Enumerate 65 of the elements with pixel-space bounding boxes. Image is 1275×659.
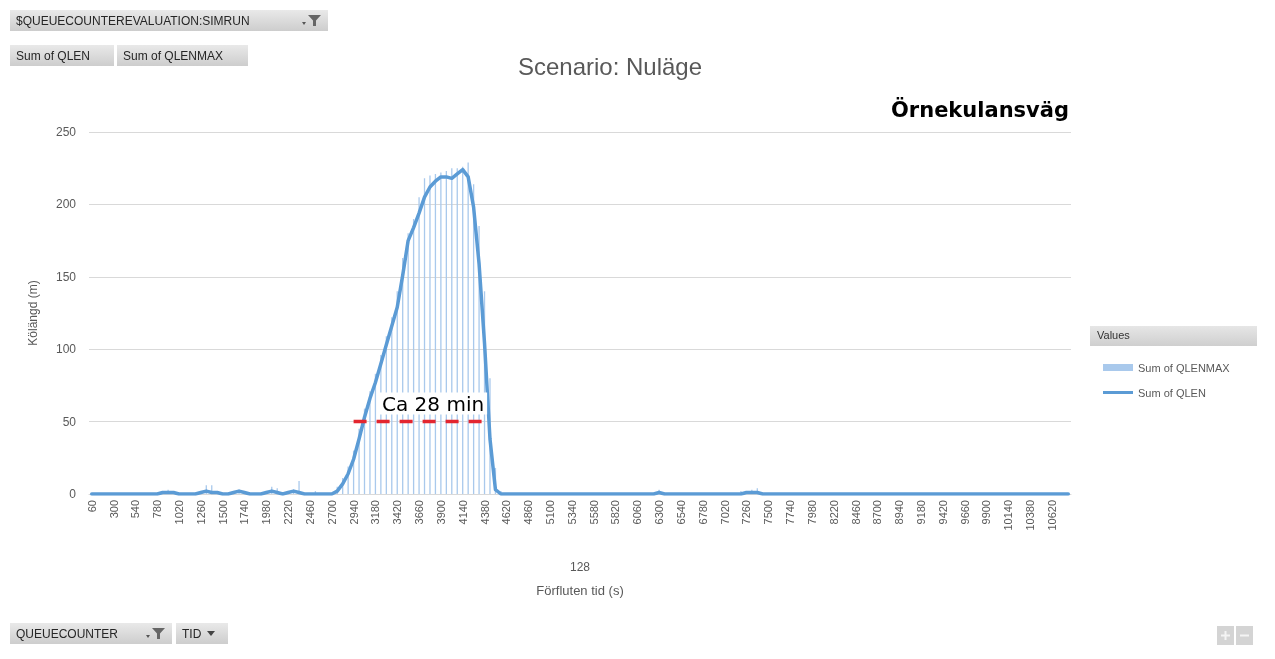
x-tick-label: 1260: [194, 500, 207, 525]
y-tick-label: 200: [55, 197, 77, 212]
x-tick-label: 5100: [543, 500, 556, 525]
x-tick-label: 2700: [325, 500, 338, 525]
x-tick-label: 3180: [369, 500, 382, 525]
x-tick-label: 7740: [784, 500, 797, 525]
x-tick-label: 540: [129, 500, 142, 519]
text: QUEUECOUNTER: [16, 626, 119, 641]
legend-title: Values: [1090, 326, 1257, 346]
x-tick-label: 1740: [238, 500, 251, 525]
x-tick-label: 300: [107, 500, 120, 519]
x-tick-label: 2220: [282, 500, 295, 525]
text: 128: [569, 560, 591, 574]
x-tick-label: 2460: [303, 500, 316, 525]
x-tick-label: 3900: [434, 500, 447, 525]
y-tick-label: 50: [62, 414, 77, 429]
x-tick-label: 7260: [740, 500, 753, 525]
text: Sum of QLENMAX: [123, 48, 224, 63]
x-tick-label: 1980: [260, 500, 273, 525]
x-tick-label: 7980: [805, 500, 818, 525]
y-tick-label: 150: [55, 269, 77, 284]
legend-label: Sum of QLENMAX: [1138, 361, 1231, 374]
chart-subtitle: Örnekulansväg: [890, 97, 1069, 122]
x-tick-label: 9900: [980, 500, 993, 525]
x-tick-label: 4860: [522, 500, 535, 525]
x-tick-label: 8460: [849, 500, 862, 525]
x-tick-label: 3660: [413, 500, 426, 525]
x-tick-label: 780: [151, 500, 164, 519]
x-tick-label: 10140: [1002, 500, 1015, 531]
x-tick-label: 1500: [216, 500, 229, 525]
x-tick-label: 9420: [936, 500, 949, 525]
x-tick-label: 6540: [674, 500, 687, 525]
x-tick-label: 60: [85, 500, 98, 513]
x-tick-label: 5580: [587, 500, 600, 525]
x-tick-label: 4620: [500, 500, 513, 525]
chart-title: Scenario: Nuläge: [517, 52, 703, 80]
x-axis-title: Förfluten tid (s): [536, 583, 624, 598]
x-tick-label: 4380: [478, 500, 491, 525]
x-tick-label: 5820: [609, 500, 622, 525]
x-tick-label: 8940: [893, 500, 906, 525]
x-tick-label: 3420: [391, 500, 404, 525]
x-tick-label: 10620: [1045, 500, 1058, 531]
x-tick-label: 6060: [631, 500, 644, 525]
x-tick-label: 9180: [914, 500, 927, 525]
y-tick-label: 250: [55, 125, 77, 139]
text: TID: [182, 626, 202, 641]
x-tick-label: 7500: [762, 500, 775, 525]
y-tick-label: 0: [69, 487, 77, 501]
x-tick-label: 4140: [456, 500, 469, 525]
x-tick-label: 6300: [653, 500, 666, 525]
x-tick-label: 8700: [871, 500, 884, 525]
x-tick-label: 7020: [718, 500, 731, 525]
x-tick-label: 5340: [565, 500, 578, 525]
text: Sum of QLEN: [16, 48, 91, 63]
x-tick-label: 8220: [827, 500, 840, 525]
annotation: Ca 28 min: [382, 391, 485, 416]
y-axis-title: Kölängd (m): [26, 280, 40, 346]
x-tick-label: 9660: [958, 500, 971, 525]
y-tick-label: 100: [55, 342, 77, 357]
x-tick-label: 1020: [173, 500, 186, 525]
legend-label: Sum of QLEN: [1138, 386, 1206, 399]
x-tick-label: 2940: [347, 500, 360, 525]
x-tick-label: 10380: [1024, 500, 1037, 531]
x-tick-label: 6780: [696, 500, 709, 525]
text: $QUEUECOUNTEREVALUATION:SIMRUN: [16, 13, 250, 28]
